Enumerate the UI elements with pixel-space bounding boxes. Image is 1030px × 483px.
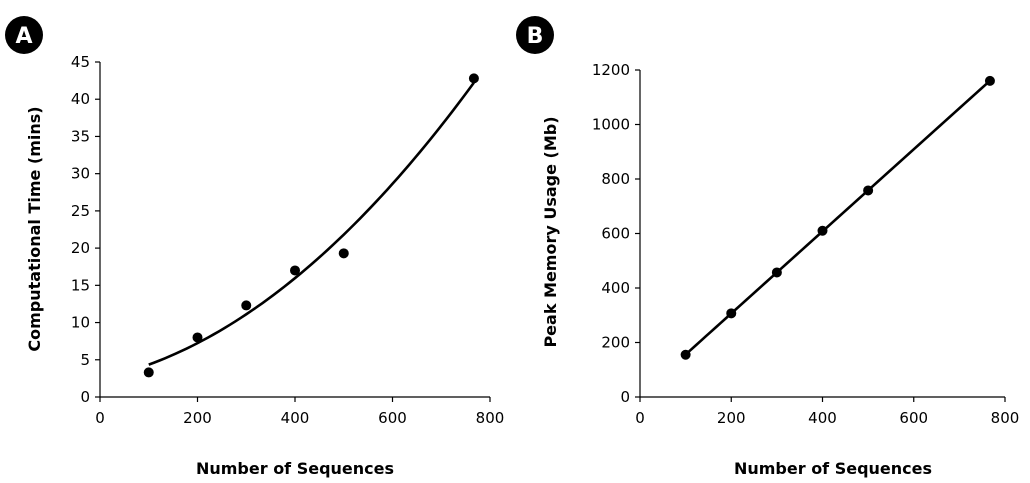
panel-b-points xyxy=(680,75,995,360)
panel-a-y-tick-label: 20 xyxy=(71,239,90,257)
panel-b-y-tick-label: 1200 xyxy=(592,61,630,79)
panel-a-axes: 0 200 400 600 800 0 5 10 15 20 25 30 35 40 45 xyxy=(71,53,504,427)
panel-b-y-tick-label: 1000 xyxy=(592,116,630,134)
panel-b-badge: B xyxy=(516,16,554,54)
panel-a-y-tick-label: 25 xyxy=(71,202,90,220)
panel-a-x-tick-label: 400 xyxy=(281,409,310,427)
panel-b-x-tick-label: 0 xyxy=(635,409,645,427)
panel-a-data-point xyxy=(143,367,154,378)
panel-b-data-point xyxy=(726,308,737,319)
panel-b-y-tick-label: 600 xyxy=(601,225,630,243)
panel-a-data-point xyxy=(192,332,203,343)
panel-a-y-tick-label: 35 xyxy=(71,127,90,145)
panel-b-data-point xyxy=(680,349,691,360)
panel-a-data-point xyxy=(241,300,252,311)
panel-a-y-tick-label: 0 xyxy=(80,388,90,406)
panel-b-data-point xyxy=(863,185,874,196)
panel-a-badge: A xyxy=(5,16,43,54)
panel-b-data-point xyxy=(771,267,782,278)
panel-a-trendline-group xyxy=(148,81,475,366)
panel-b-y-tick-label: 200 xyxy=(601,334,630,352)
panel-b-x-tick-label: 200 xyxy=(717,409,746,427)
panel-b-trendline-group xyxy=(684,79,991,356)
panel-b-y-tick-label: 800 xyxy=(601,170,630,188)
panel-b-axes: 0 200 400 600 800 0 200 400 600 800 1000 1200 xyxy=(592,61,1020,427)
panel-b-x-tick-label: 400 xyxy=(808,409,837,427)
panel-a-x-tick-label: 200 xyxy=(183,409,212,427)
panel-a-y-tick-label: 45 xyxy=(71,53,90,71)
panel-b-y-axis-label: Peak Memory Usage (Mb) xyxy=(541,116,560,347)
panel-a-points xyxy=(143,73,479,378)
panel-b-data-point xyxy=(984,75,995,86)
panel-a-x-tick-label: 600 xyxy=(378,409,407,427)
panel-b-data-point xyxy=(817,225,828,236)
svg-text:B: B xyxy=(527,24,544,49)
panel-a-data-point xyxy=(338,248,349,259)
panel-b-x-axis-label: Number of Sequences xyxy=(734,459,932,478)
svg-text:A: A xyxy=(15,24,32,49)
panel-b-x-tick-label: 800 xyxy=(991,409,1020,427)
panel-a-data-point xyxy=(290,265,300,276)
panel-a-y-tick-label: 30 xyxy=(71,165,90,183)
panel-b-x-tick-label: 600 xyxy=(899,409,928,427)
panel-b-y-tick-label: 0 xyxy=(620,388,630,406)
panel-b: B Peak Memory Usage (Mb) Number of Seque… xyxy=(516,16,1019,478)
panel-a-x-tick-label: 0 xyxy=(95,409,105,427)
panel-b-trendline xyxy=(684,79,991,356)
panel-a: A Computational Time (mins) Number of Se… xyxy=(5,16,504,478)
panel-a-x-axis-label: Number of Sequences xyxy=(196,459,394,478)
panel-b-y-tick-label: 400 xyxy=(601,279,630,297)
panel-a-y-tick-label: 40 xyxy=(71,90,90,108)
panel-a-y-tick-label: 15 xyxy=(71,276,90,294)
panel-a-y-tick-label: 10 xyxy=(71,314,90,332)
panel-a-x-tick-label: 800 xyxy=(476,409,505,427)
panel-a-trendline xyxy=(148,81,475,366)
panel-a-data-point xyxy=(468,73,479,84)
panel-a-y-tick-label: 5 xyxy=(80,351,90,369)
panel-a-y-axis-label: Computational Time (mins) xyxy=(25,106,44,351)
